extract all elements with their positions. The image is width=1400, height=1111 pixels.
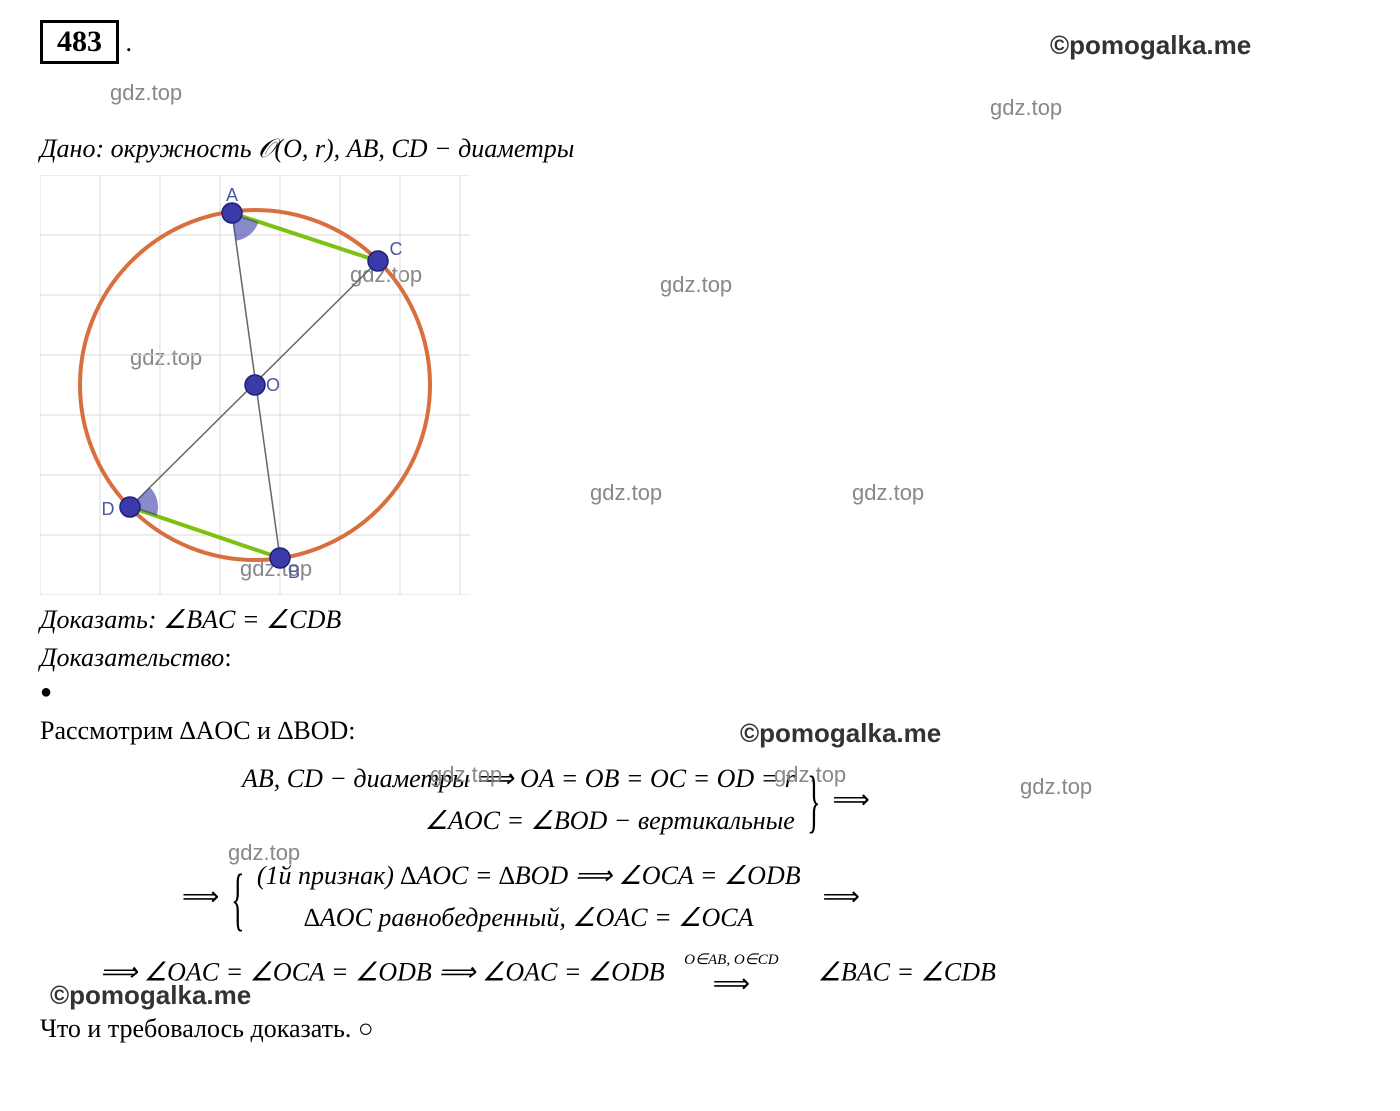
qed: Что и требовалось доказать. ○	[40, 1014, 1360, 1044]
watermark-gdz-11: gdz.top	[1020, 774, 1092, 800]
watermark-gdz-4: gdz.top	[660, 272, 732, 298]
svg-text:O: O	[266, 375, 280, 395]
proof-p3c: ∠BAC = ∠CDB	[818, 958, 996, 987]
svg-text:A: A	[226, 185, 238, 205]
brace-right-icon: }	[807, 784, 820, 819]
consider-line: Рассмотрим ∆AOC и ∆BOD:	[40, 716, 1360, 746]
period: .	[126, 28, 133, 57]
watermark-gdz-7: gdz.top	[852, 480, 924, 506]
watermark-gdz-1: gdz.top	[110, 80, 182, 106]
brace-left-icon: {	[231, 882, 244, 917]
implies-4: ⟹	[713, 969, 750, 999]
watermark-pomogalka-1: ©pomogalka.me	[1050, 30, 1251, 61]
prove-text: : ∠BAC = ∠CDB	[148, 605, 341, 634]
given-label: Дано	[40, 134, 95, 163]
proof-p1b: ∠AOC = ∠BOD − вертикальные	[242, 800, 795, 842]
bullet: ●	[40, 681, 1360, 704]
circle-diagram: A C O B D	[40, 175, 470, 595]
problem-number: 483	[40, 20, 119, 64]
proof-p1a: AB, CD − диаметры ⟹ OA = OB = OC = OD = …	[242, 758, 795, 800]
svg-text:D: D	[102, 499, 115, 519]
svg-text:B: B	[288, 562, 300, 582]
watermark-gdz-6: gdz.top	[590, 480, 662, 506]
prove-label: Доказать	[40, 605, 148, 634]
implies-3: ⟹	[823, 882, 860, 911]
watermark-gdz-9: gdz.top	[430, 762, 502, 788]
watermark-pomogalka-3: ©pomogalka.me	[50, 980, 251, 1011]
watermark-pomogalka-2: ©pomogalka.me	[740, 718, 941, 749]
svg-text:C: C	[390, 239, 403, 259]
proof-p2b: ∆AOC равнобедренный, ∠OAC = ∠OCA	[257, 897, 801, 939]
watermark-gdz-2: gdz.top	[990, 95, 1062, 121]
proof-p3-above: O∈AB, O∈CD	[684, 950, 778, 969]
given-text: : окружность 𝒪(O, r), AB, CD − диаметры	[95, 134, 574, 163]
proof-p2a: (1й признак) ∆AOC = ∆BOD ⟹ ∠OCA = ∠ODB	[257, 855, 801, 897]
proof-label: Доказательство	[40, 643, 224, 672]
implies-1: ⟹	[832, 785, 869, 814]
implies-2: ⟹	[182, 882, 219, 911]
